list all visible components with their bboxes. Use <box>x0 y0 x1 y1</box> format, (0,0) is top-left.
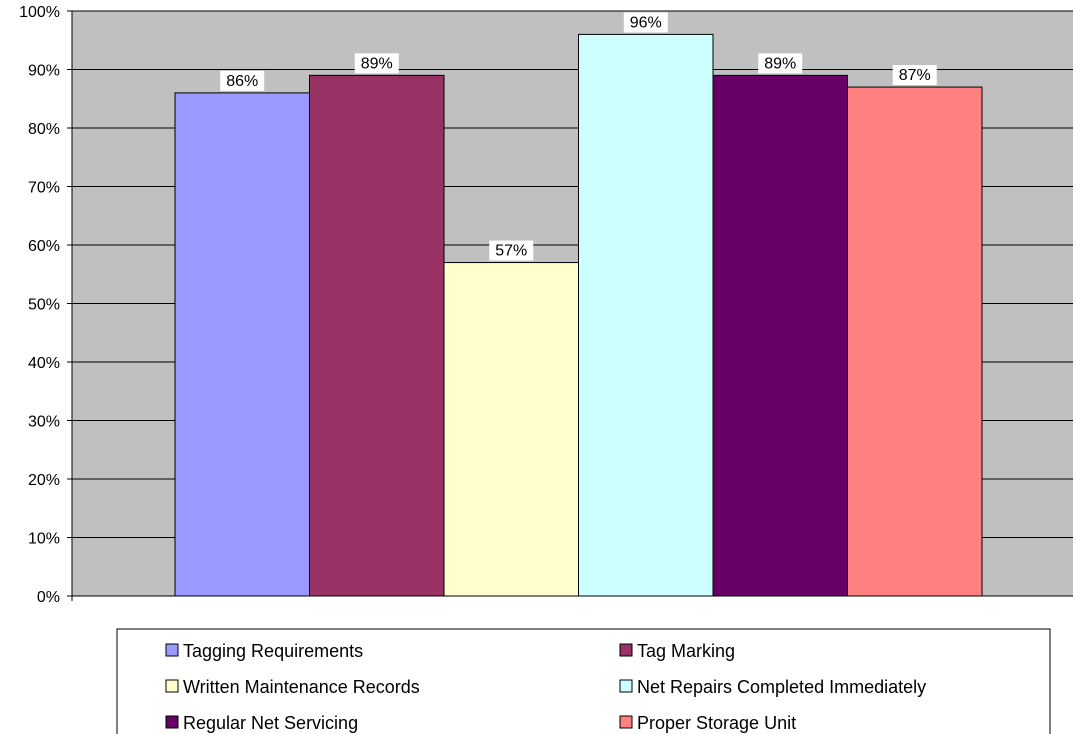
data-label: 96% <box>630 14 662 31</box>
bar <box>443 262 579 597</box>
y-tick-label: 40% <box>28 355 60 372</box>
legend-swatch <box>619 715 633 729</box>
legend-label: Regular Net Servicing <box>183 713 358 733</box>
legend-swatch <box>619 679 633 693</box>
legend-label: Tagging Requirements <box>183 641 363 661</box>
y-tick-label: 20% <box>28 472 60 489</box>
bars <box>174 33 983 597</box>
data-label-background <box>489 240 534 261</box>
y-tick-label: 80% <box>28 121 60 138</box>
y-tick-label: 60% <box>28 238 60 255</box>
y-tick-label: 100% <box>19 4 60 21</box>
data-label-background <box>758 53 803 74</box>
data-label-background <box>354 53 399 74</box>
data-label: 89% <box>764 55 796 72</box>
y-tick-label: 30% <box>28 414 60 431</box>
legend-swatch <box>165 643 179 657</box>
bar <box>578 33 714 597</box>
y-tick-label: 70% <box>28 180 60 197</box>
y-tick-label: 50% <box>28 297 60 314</box>
y-tick-label: 0% <box>37 589 60 606</box>
y-axis: 0% 10% 20% 30% 40% 50% 60% 70% 80% 90% 100% <box>19 4 1073 606</box>
bar <box>174 92 310 597</box>
data-label: 87% <box>899 67 931 84</box>
data-label-background <box>623 12 668 33</box>
legend: Tagging Requirements Tag Marking Written M… <box>116 628 1051 734</box>
y-tick-label: 90% <box>28 63 60 80</box>
data-labels: 86% 89% 57% 96% 89% 87% <box>220 12 937 261</box>
data-label: 57% <box>495 243 527 260</box>
data-label-background <box>892 65 937 86</box>
y-tick-label: 10% <box>28 531 60 548</box>
legend-label: Tag Marking <box>637 641 735 661</box>
legend-box <box>116 628 1051 734</box>
legend-swatch <box>619 643 633 657</box>
legend-swatch <box>165 679 179 693</box>
legend-label: Proper Storage Unit <box>637 713 796 733</box>
bar <box>847 86 983 597</box>
bar <box>309 74 445 597</box>
legend-swatch <box>165 715 179 729</box>
data-label-background <box>220 70 265 91</box>
data-label: 86% <box>226 73 258 90</box>
data-label: 89% <box>361 55 393 72</box>
legend-label: Net Repairs Completed Immediately <box>637 677 926 697</box>
bar <box>712 74 848 597</box>
legend-label: Written Maintenance Records <box>183 677 420 697</box>
